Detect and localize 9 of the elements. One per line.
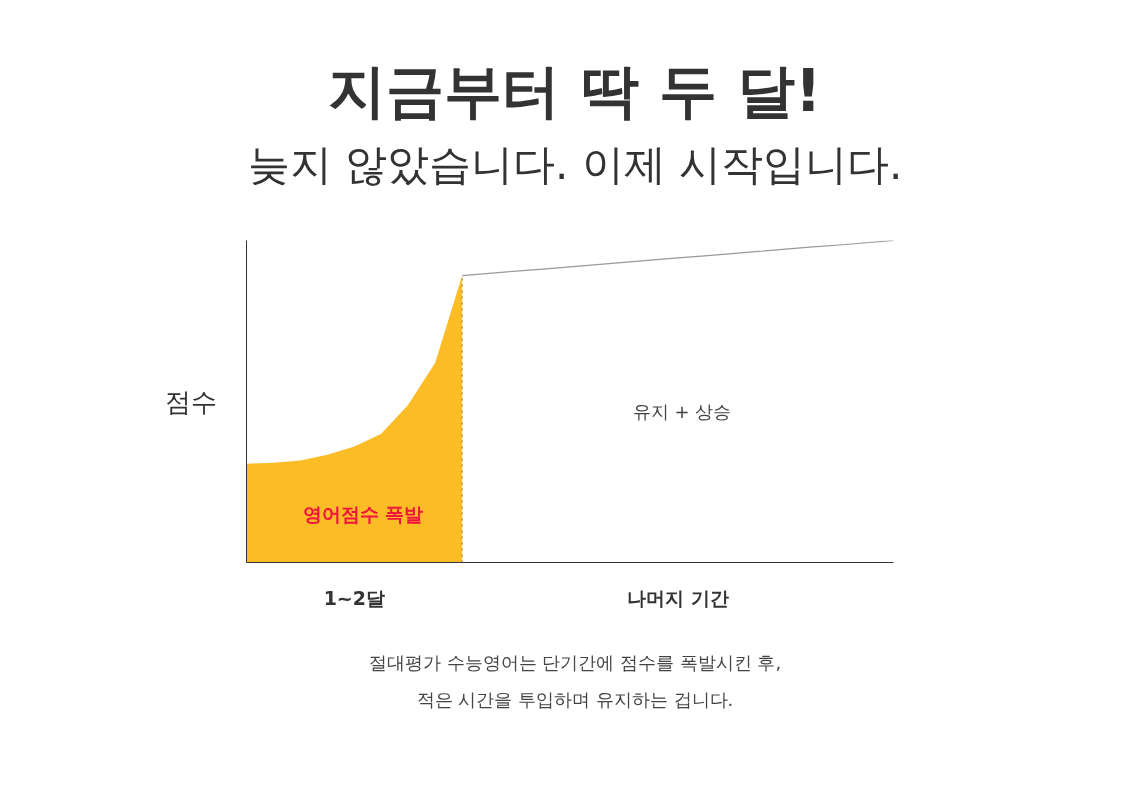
chart-title: 지금부터 딱 두 달! bbox=[328, 56, 822, 127]
annotation: 유지 + 상승 bbox=[632, 400, 732, 422]
x-tick-label: 1~2달 bbox=[323, 586, 386, 609]
text: 적은 시간을 투입하며 유지하는 겁니다. bbox=[416, 688, 734, 712]
x-tick-label: 나머지 기간 bbox=[627, 586, 729, 609]
text: 절대평가 수능영어는 단기간에 점수를 폭발시킨 후, bbox=[368, 651, 782, 675]
chart-subtitle: 늦지 않았습니다. 이제 시작입니다. bbox=[247, 139, 903, 191]
y-axis-title: 점수 bbox=[164, 386, 217, 417]
annotation: 영어점수 폭발 bbox=[302, 503, 424, 526]
